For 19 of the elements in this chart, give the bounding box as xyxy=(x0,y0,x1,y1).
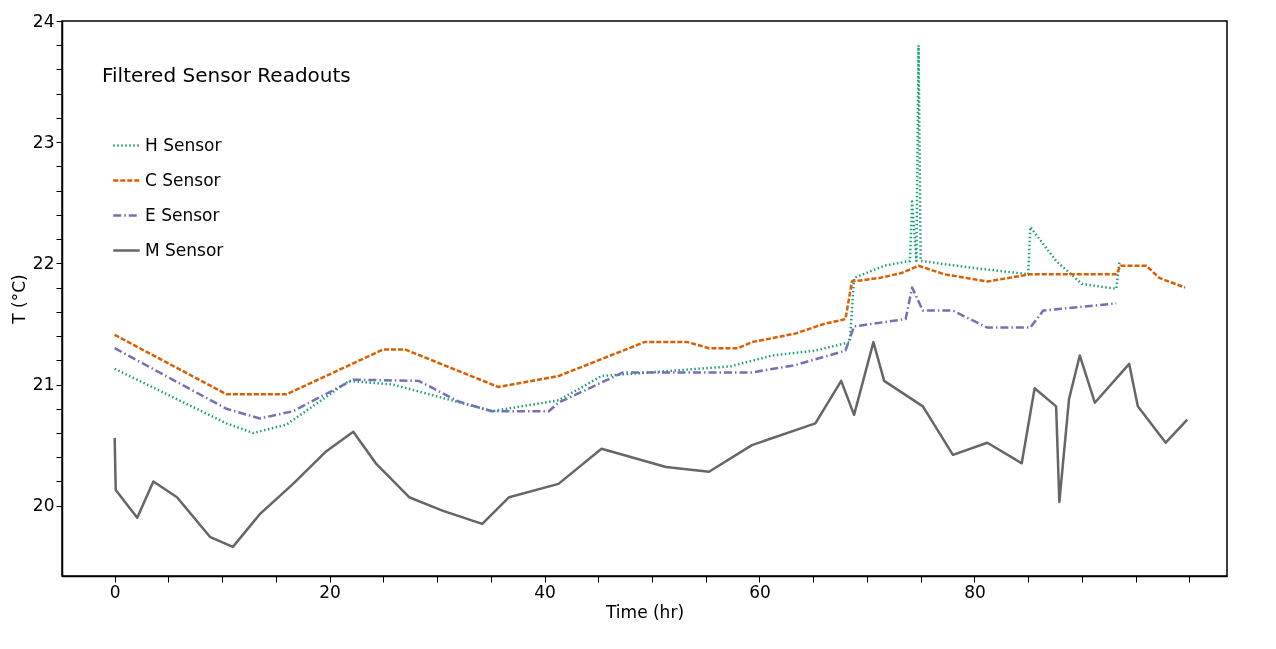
line-series xyxy=(113,264,1187,396)
y-tick-label: 21 xyxy=(32,374,55,395)
x-axis-title: Time (hr) xyxy=(604,601,685,622)
x-tick-label: 40 xyxy=(534,581,556,602)
x-tick-label: 80 xyxy=(964,581,986,602)
x-tick-label: 0 xyxy=(109,581,121,602)
legend-label: M Sensor xyxy=(145,239,224,260)
y-tick-label: 24 xyxy=(32,10,55,31)
x-tick-label: 60 xyxy=(749,581,771,602)
legend-label: E Sensor xyxy=(145,204,220,225)
line-series xyxy=(113,340,1189,549)
legend-label: H Sensor xyxy=(145,134,222,155)
annotation: Filtered Sensor Readouts xyxy=(102,63,351,87)
x-tick-label: 20 xyxy=(319,581,341,602)
y-tick-label: 22 xyxy=(32,252,55,273)
y-tick-label: 20 xyxy=(32,495,55,516)
legend-label: C Sensor xyxy=(145,169,221,190)
y-axis-title: T (°C) xyxy=(8,274,29,325)
y-tick-label: 23 xyxy=(32,131,55,152)
